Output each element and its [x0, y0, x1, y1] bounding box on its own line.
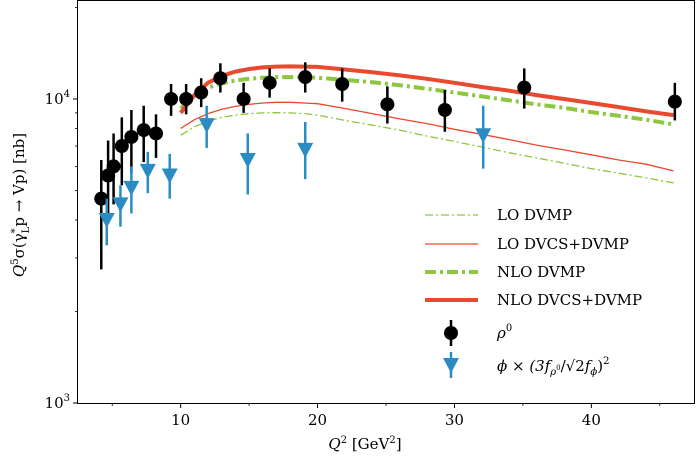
- data-point-4-16: [437, 102, 452, 117]
- curves-layer: [179, 64, 674, 184]
- x-ticks: 10 20 30 40: [111, 403, 661, 429]
- x-tick-label-3: 40: [582, 411, 601, 429]
- x-tick-label-0: 10: [171, 411, 190, 429]
- data-point-4-13: [298, 70, 313, 85]
- series-line-2: [179, 75, 674, 127]
- data-point-4-15: [380, 97, 395, 112]
- legend-swatch-rho-marker: [444, 326, 458, 340]
- data-point-4-4: [124, 129, 139, 144]
- y-axis-label-symbol: Q: [10, 265, 28, 277]
- legend-label-phi-close: ): [597, 357, 603, 375]
- x-axis-label-unit-exp: 2: [389, 435, 395, 446]
- data-point-5-7: [297, 142, 314, 158]
- legend-label-nlo-dvcs-dvmp: NLO DVCS+DVMP: [497, 291, 642, 309]
- legend-label-lo-dvmp: LO DVMP: [497, 206, 572, 224]
- y-axis-label-rest: p → Vp) [nb]: [10, 133, 28, 227]
- data-point-4-5: [136, 123, 151, 138]
- x-axis-label-close: ]: [396, 435, 402, 453]
- data-point-4-7: [164, 91, 179, 106]
- legend-label-nlo-dvmp: NLO DVMP: [497, 263, 585, 281]
- y-ticks: 103 104: [45, 7, 78, 412]
- data-point-5-0: [98, 212, 115, 228]
- y-tick-label-0: 103: [45, 393, 70, 412]
- legend-label-rho-symbol: ρ: [496, 324, 506, 342]
- legend-label-phi-rho-sup: 0: [556, 364, 560, 372]
- data-point-4-2: [106, 159, 121, 174]
- x-tick-label-2: 30: [445, 411, 464, 429]
- data-point-5-2: [123, 180, 140, 196]
- data-point-4-9: [194, 85, 209, 100]
- data-point-5-3: [139, 163, 156, 179]
- data-point-4-18: [667, 94, 682, 109]
- points-layer: [94, 62, 682, 270]
- legend: LO DVMP LO DVCS+DVMP NLO DVMP NLO DVCS+D…: [425, 206, 642, 378]
- series-line-1: [180, 101, 674, 172]
- data-point-5-5: [198, 118, 215, 134]
- data-point-4-8: [179, 91, 194, 106]
- y-axis-label-exp: 5: [10, 258, 21, 264]
- legend-label-rho: ρ0: [496, 323, 512, 342]
- data-point-4-0: [94, 191, 109, 206]
- data-point-5-4: [161, 168, 178, 184]
- data-point-5-1: [112, 197, 129, 213]
- x-axis-label-exp: 2: [341, 435, 347, 446]
- x-axis-label-symbol: Q: [328, 435, 340, 453]
- legend-label-phi-rho: ρ: [549, 367, 556, 378]
- data-point-4-11: [236, 91, 251, 106]
- legend-swatch-phi-marker: [443, 358, 459, 373]
- legend-label-phi-f: f: [584, 357, 593, 375]
- series-line-3: [179, 64, 674, 118]
- series-line-0: [180, 111, 674, 184]
- data-point-4-12: [262, 75, 277, 90]
- data-point-5-6: [239, 152, 256, 168]
- y-axis-label: Q5σ(γ*Lp → Vp) [nb]: [10, 133, 32, 277]
- legend-label-phi-a: ϕ × (3f: [497, 357, 553, 375]
- legend-label-rho-sup: 0: [506, 323, 512, 334]
- data-point-4-10: [213, 71, 228, 86]
- data-point-4-3: [114, 139, 129, 154]
- x-tick-label-1: 20: [308, 411, 327, 429]
- y-axis-label-sub: L: [21, 226, 32, 233]
- legend-label-phi: ϕ × (3fρ0/√2fϕ)2: [497, 356, 609, 378]
- legend-label-phi-sqrt: √2: [566, 357, 585, 375]
- data-point-4-17: [517, 80, 532, 95]
- data-point-4-14: [335, 77, 350, 92]
- data-point-4-6: [149, 126, 164, 141]
- x-axis-label: Q2 [GeV2]: [328, 435, 401, 453]
- legend-label-phi-sq: 2: [603, 356, 609, 367]
- x-axis-label-unit: [GeV: [347, 435, 390, 453]
- y-axis-label-star: *: [10, 228, 21, 233]
- data-point-5-8: [475, 128, 492, 144]
- legend-label-lo-dvcs-dvmp: LO DVCS+DVMP: [497, 235, 629, 253]
- legend-label-phi-slash: /: [561, 357, 567, 375]
- y-tick-label-1: 104: [45, 89, 70, 108]
- y-axis-label-sigma: σ(γ: [10, 233, 28, 258]
- legend-label-phi-sub: ϕ: [590, 367, 597, 378]
